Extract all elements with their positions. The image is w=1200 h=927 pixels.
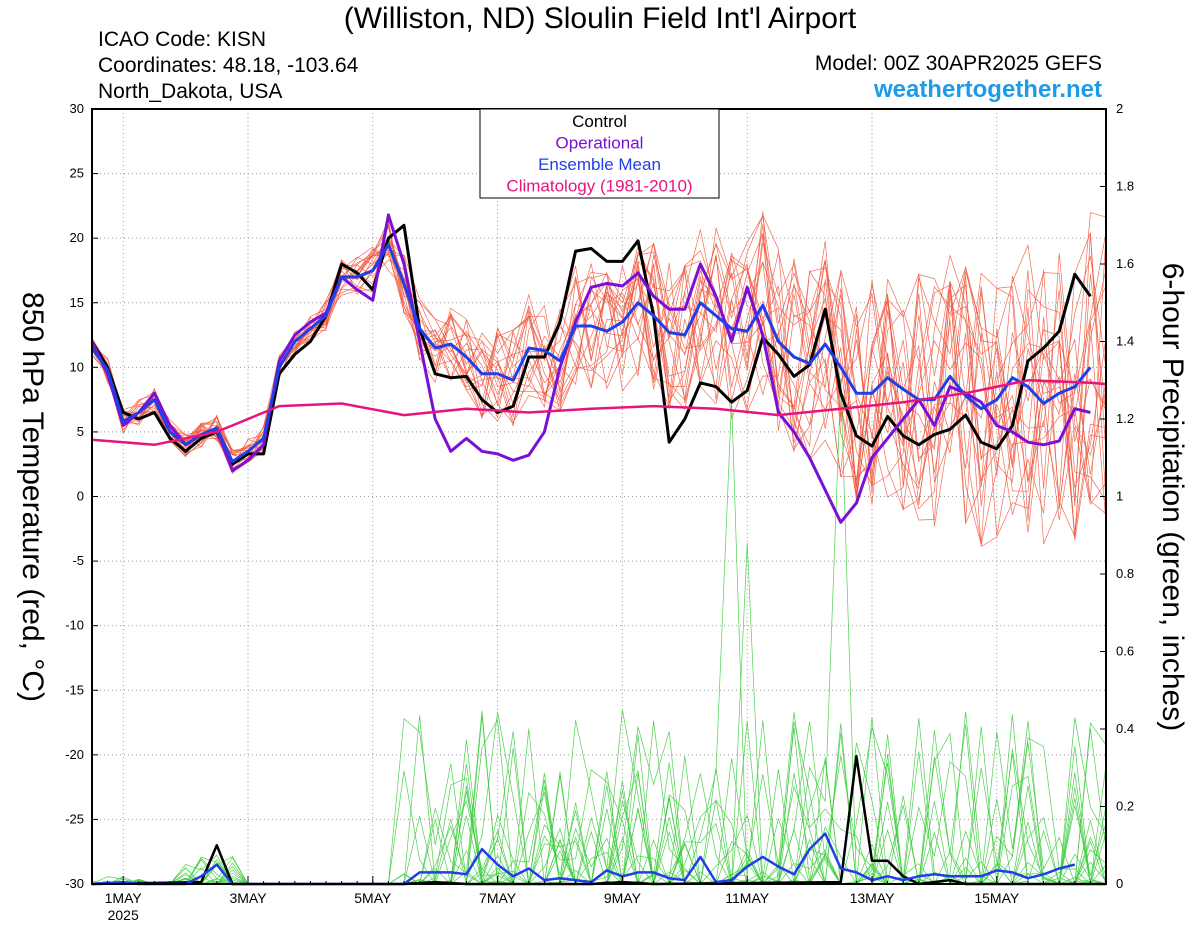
temp-climatology-1981-2010-line	[91, 379, 1107, 447]
precip-member-line	[91, 720, 1107, 885]
chart-title: (Williston, ND) Sloulin Field Int'l Airp…	[343, 2, 857, 35]
precip-member-line	[92, 720, 1107, 885]
precip-member-line	[92, 731, 1106, 885]
icao-code: ICAO Code: KISN	[98, 28, 267, 51]
temp-member-line	[91, 232, 1107, 546]
y-tick-label-left: 10	[70, 359, 84, 374]
precip-member-line	[91, 712, 1107, 885]
temp-member-line	[91, 214, 1107, 545]
x-tick-label: 3MAY	[229, 890, 267, 906]
precip-member-line	[92, 714, 1107, 886]
temp-member-line	[91, 212, 1107, 527]
precip-member-line	[92, 732, 1107, 886]
y-tick-label-left: -5	[72, 553, 84, 568]
legend-item-control: Control	[572, 112, 627, 131]
y-tick-label-left: -15	[65, 682, 84, 697]
x-tick-sublabel: 2025	[108, 907, 139, 923]
temp-member-line	[91, 232, 1107, 504]
x-tick-label: 15MAY	[974, 890, 1020, 906]
y-tick-label-right: 0.8	[1116, 566, 1134, 581]
legend-item-climatology-1981-2010: Climatology (1981-2010)	[506, 177, 692, 196]
temp-control-line	[90, 223, 1092, 466]
temp-member-line	[91, 238, 1107, 524]
y-tick-label-right: 0.6	[1116, 644, 1134, 659]
precip-member-line	[91, 718, 1107, 885]
model-run: Model: 00Z 30APR2025 GEFS	[814, 52, 1102, 75]
temp-operational-line	[90, 213, 1091, 524]
precip-member-line	[92, 716, 1107, 885]
y-tick-label-right: 0.4	[1116, 721, 1134, 736]
precip-member-line	[91, 710, 1107, 885]
precip-member-line	[92, 721, 1107, 885]
y-tick-label-left: -20	[65, 747, 84, 762]
y-tick-label-left: 30	[70, 101, 84, 116]
temp-member-line	[91, 233, 1107, 507]
temp-member-line	[91, 214, 1107, 507]
ensemble-members	[91, 211, 1107, 886]
temp-member-line	[91, 242, 1107, 533]
coordinates: Coordinates: 48.18, -103.64	[98, 54, 359, 77]
axes: 302520151050-5-10-15-20-25-3021.81.61.41…	[65, 101, 1134, 923]
temp-member-line	[91, 226, 1107, 534]
precip-member-line	[92, 731, 1107, 885]
y-tick-label-right: 0.2	[1116, 799, 1134, 814]
precip-member-line	[91, 542, 1107, 885]
temp-member-line	[91, 235, 1107, 511]
y-tick-label-left: 0	[77, 489, 84, 504]
x-tick-label: 1MAY	[105, 890, 143, 906]
temp-member-line	[91, 224, 1107, 536]
y-axis-left-label: 850 hPa Temperature (red, °C)	[16, 292, 49, 702]
temp-member-line	[91, 211, 1107, 545]
y-tick-label-left: 25	[70, 166, 84, 181]
y-tick-label-left: 5	[77, 424, 84, 439]
temp-member-line	[91, 229, 1107, 510]
y-tick-label-right: 1.8	[1116, 179, 1134, 194]
precip-ensemble-mean-line	[91, 832, 1076, 886]
x-tick-label: 9MAY	[604, 890, 642, 906]
precip-control-line	[91, 754, 1106, 886]
y-tick-label-right: 0	[1116, 876, 1123, 891]
main-series	[90, 213, 1107, 886]
temp-member-line	[91, 224, 1107, 541]
temp-member-line	[91, 234, 1107, 502]
y-tick-label-right: 2	[1116, 101, 1123, 116]
temp-member-line	[91, 223, 1107, 547]
precip-member-line	[92, 747, 1107, 886]
precip-member-line	[92, 717, 1107, 885]
temp-member-line	[91, 249, 1107, 536]
plot-frame	[91, 108, 1107, 885]
precip-member-line	[92, 721, 1107, 885]
region: North_Dakota, USA	[98, 80, 283, 103]
x-tick-label: 7MAY	[479, 890, 517, 906]
gridlines	[92, 109, 1106, 884]
temp-member-line	[91, 242, 1107, 502]
legend-item-ensemble-mean: Ensemble Mean	[538, 155, 661, 174]
y-tick-label-left: 15	[70, 295, 84, 310]
precip-member-line	[92, 709, 1106, 885]
y-tick-label-right: 1.6	[1116, 256, 1134, 271]
x-tick-label: 5MAY	[354, 890, 392, 906]
y-tick-label-left: -10	[65, 618, 84, 633]
precip-member-line	[92, 399, 1107, 885]
y-tick-label-left: -25	[65, 811, 84, 826]
site-link[interactable]: weathertogether.net	[873, 76, 1102, 103]
y-tick-label-right: 1	[1116, 489, 1123, 504]
precip-member-line	[92, 711, 1107, 885]
temp-member-line	[91, 236, 1107, 501]
x-tick-label: 13MAY	[850, 890, 896, 906]
y-tick-label-right: 1.4	[1116, 334, 1134, 349]
y-axis-right-label: 6-hour Precipitation (green, inches)	[1156, 262, 1189, 732]
precip-member-line	[92, 380, 1106, 886]
x-tick-label: 11MAY	[725, 890, 769, 906]
y-tick-label-right: 1.2	[1116, 411, 1134, 426]
legend-item-operational: Operational	[556, 134, 644, 153]
legend: Control Operational Ensemble Mean Climatolo…	[479, 108, 720, 199]
temp-member-line	[91, 219, 1107, 538]
y-tick-label-left: 20	[70, 230, 84, 245]
temp-ensemble-mean-line	[90, 243, 1092, 464]
legend-box	[479, 108, 720, 199]
y-tick-label-left: -30	[65, 876, 84, 891]
precip-member-line	[92, 715, 1106, 885]
